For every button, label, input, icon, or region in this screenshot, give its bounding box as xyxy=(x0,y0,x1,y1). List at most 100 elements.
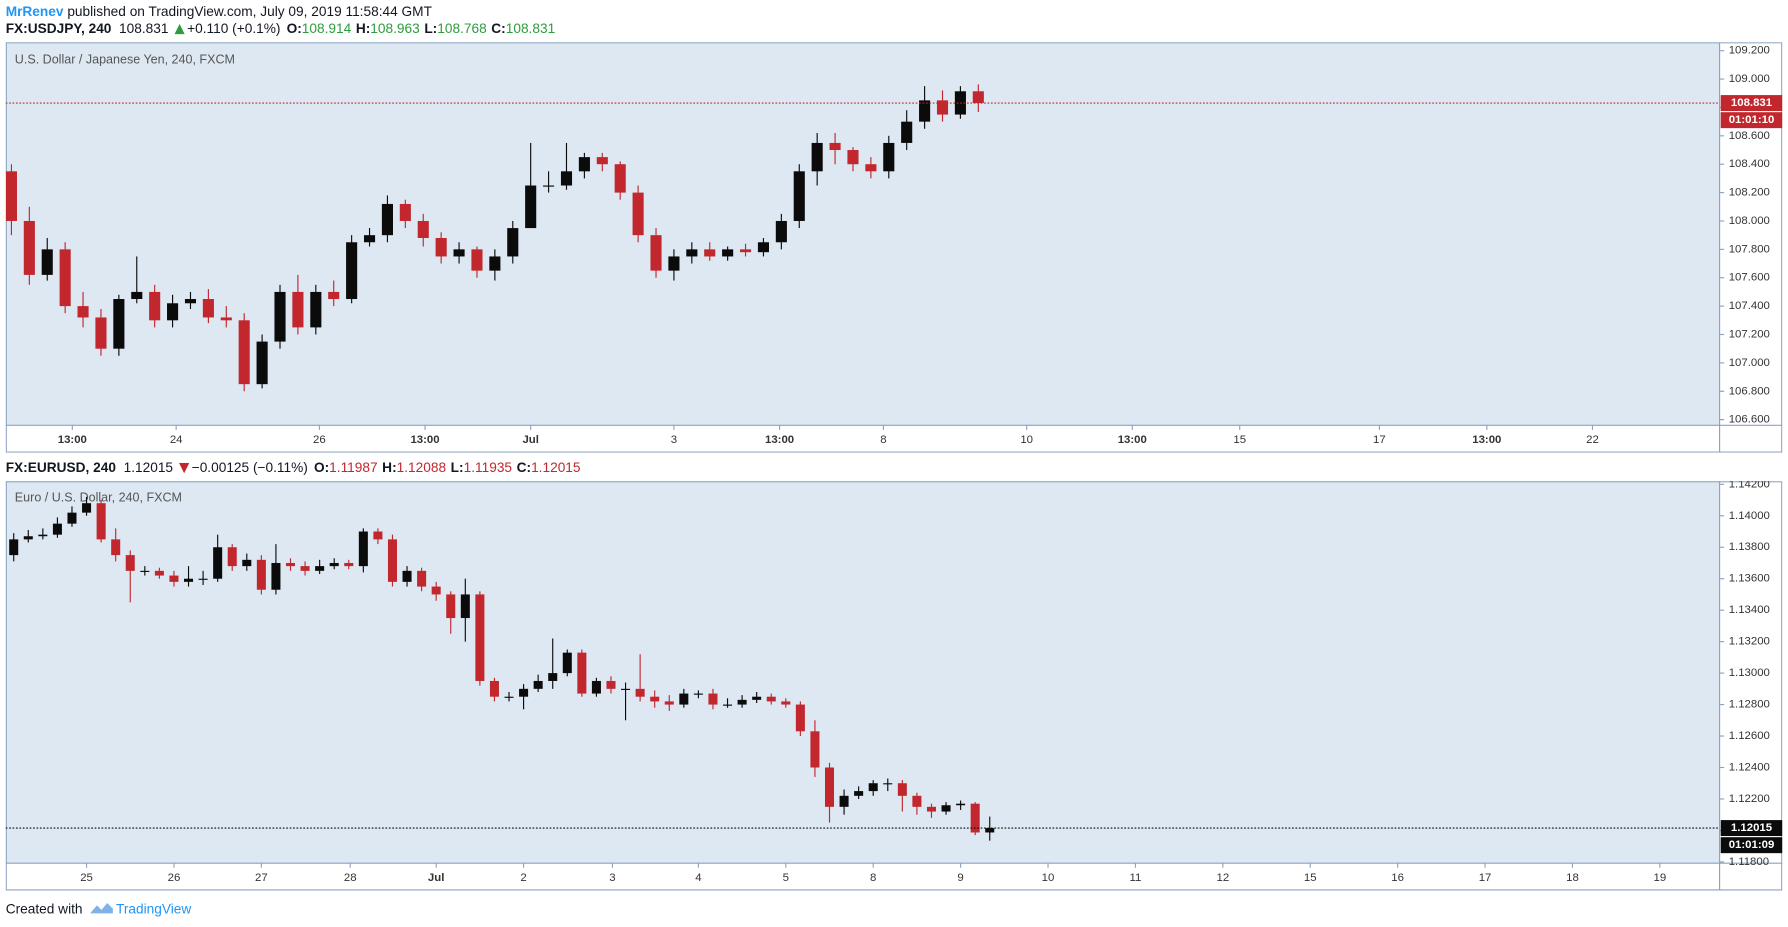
candle-body xyxy=(936,100,949,115)
candle-body xyxy=(417,570,427,587)
x-tick-label: 22 xyxy=(1586,434,1599,446)
candle-body xyxy=(562,652,572,674)
candle-body xyxy=(912,795,922,807)
candle-body xyxy=(854,791,864,796)
candle-body xyxy=(41,249,53,275)
footer-text: Created with xyxy=(5,900,83,917)
author[interactable]: MrRenev xyxy=(5,3,64,20)
x-tick-label: 26 xyxy=(168,872,181,884)
candle-body xyxy=(985,828,995,833)
candle-body xyxy=(227,547,237,567)
pane-border xyxy=(5,481,1783,891)
ohlc: O:108.914 H:108.963 L:108.768 C:108.831 xyxy=(284,20,556,37)
candle-body xyxy=(274,291,286,342)
candle-body xyxy=(82,503,92,513)
ohlc-value: 108.963 xyxy=(370,20,420,37)
candle-body xyxy=(310,291,322,328)
candle-body xyxy=(507,228,519,257)
candle-body xyxy=(292,291,304,328)
candle-body xyxy=(693,693,703,695)
candle-body xyxy=(793,171,805,221)
candle-body xyxy=(363,235,376,243)
candle-body xyxy=(220,317,232,321)
candle-body xyxy=(489,256,501,271)
candle-body xyxy=(668,256,680,271)
ohlc-key: O: xyxy=(313,459,330,476)
candle-body xyxy=(839,795,849,807)
plot-background xyxy=(5,42,1720,426)
candle-body xyxy=(242,559,252,567)
candle-body xyxy=(113,299,125,349)
x-tick-label: Jul xyxy=(522,434,538,446)
y-tick-label: 108.000 xyxy=(1729,215,1770,227)
candle-body xyxy=(111,539,121,556)
y-tick-label: 108.600 xyxy=(1729,130,1770,142)
candle-body xyxy=(238,320,250,385)
y-tick-label: 1.12200 xyxy=(1729,793,1770,805)
x-tick-label: Jul xyxy=(428,872,444,884)
candle-body xyxy=(708,693,718,705)
candle-body xyxy=(315,566,325,571)
candle-body xyxy=(256,559,266,590)
candle-body xyxy=(125,555,135,571)
candle-body xyxy=(686,249,698,257)
candle-body xyxy=(679,693,689,705)
y-tick-label: 1.13200 xyxy=(1729,636,1770,648)
pane-border xyxy=(5,42,1783,453)
candle-body xyxy=(460,594,470,619)
y-tick-label: 1.13000 xyxy=(1729,667,1770,679)
candle-body xyxy=(722,249,734,257)
candle-body xyxy=(519,688,529,697)
x-tick-label: 13:00 xyxy=(765,434,794,446)
ohlc-key: C: xyxy=(491,20,506,37)
candle-body xyxy=(431,586,441,595)
candle-body xyxy=(621,688,631,690)
candle-body xyxy=(757,242,770,253)
candle-body xyxy=(131,291,143,300)
ohlc-key: H: xyxy=(355,20,371,37)
candle-body xyxy=(752,696,762,700)
candle-body xyxy=(577,652,587,694)
y-tick-label: 1.12600 xyxy=(1729,730,1770,742)
brand[interactable]: TradingView xyxy=(115,900,192,917)
candle-body xyxy=(591,680,601,694)
candle-body xyxy=(635,688,645,697)
candle-body xyxy=(970,803,980,833)
change-arrow xyxy=(174,23,185,35)
y-tick-label: 1.12400 xyxy=(1729,762,1770,774)
x-tick-label: 17 xyxy=(1373,434,1386,446)
candle-body xyxy=(285,562,296,567)
candle-body xyxy=(256,341,268,385)
y-tick-label: 1.13800 xyxy=(1729,541,1770,553)
ohlc-value: 1.11935 xyxy=(463,459,513,476)
ohlc-value: 108.914 xyxy=(301,20,352,37)
candle-body xyxy=(446,594,456,619)
y-tick-label: 109.000 xyxy=(1729,73,1770,85)
candle-body xyxy=(972,91,984,104)
x-tick-label: 25 xyxy=(80,872,93,884)
candle-body xyxy=(504,696,514,698)
candle-body xyxy=(632,192,644,236)
candle-body xyxy=(402,570,412,582)
candle-body xyxy=(95,317,107,349)
candle-body xyxy=(387,539,397,582)
x-tick-label: 8 xyxy=(880,434,886,446)
candle-body xyxy=(489,680,499,697)
x-tick-label: 19 xyxy=(1654,872,1667,884)
countdown: 01:01:09 xyxy=(1729,839,1775,851)
price-label: 1.12015 xyxy=(1731,822,1773,834)
candle-body xyxy=(883,783,893,785)
candle-body xyxy=(23,536,33,540)
symbol-line: FX:EURUSD, 240 1.12015 −0.00125 (−0.11%)… xyxy=(6,458,581,476)
candle-body xyxy=(435,238,447,257)
eurusd-pane: Euro / U.S. Dollar, 240, FXCM 1.11800 1.1… xyxy=(5,481,1783,891)
countdown-box xyxy=(1720,112,1783,129)
ohlc-key: L: xyxy=(450,459,464,476)
countdown-box xyxy=(1720,837,1783,854)
ohlc-key: O: xyxy=(286,20,302,37)
candle-body xyxy=(606,680,616,689)
y-tick-label: 1.14200 xyxy=(1729,481,1770,490)
y-tick-label: 108.200 xyxy=(1729,187,1770,199)
change: −0.00125 (−0.11%) xyxy=(191,459,308,476)
candle-body xyxy=(919,100,931,122)
